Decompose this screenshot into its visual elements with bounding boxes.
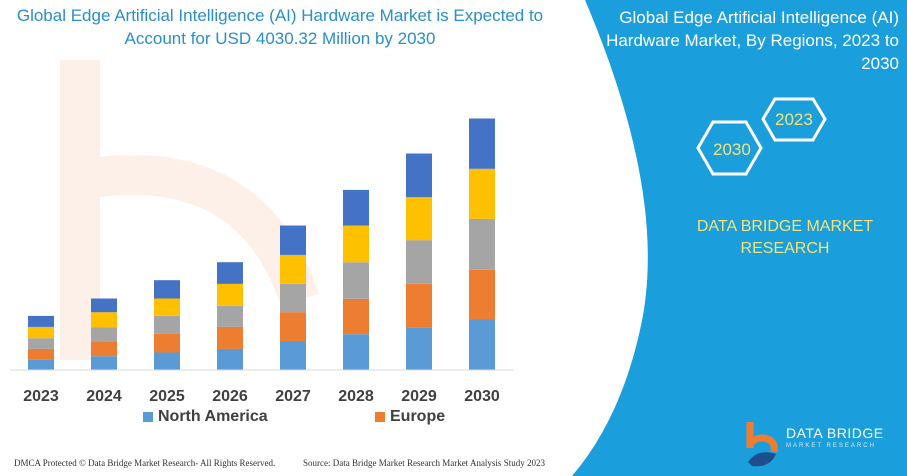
bar-segment-2023-europe [28, 348, 54, 360]
bar-segment-2030-europe [469, 269, 495, 320]
bar-segment-2027-europe [280, 312, 306, 342]
bar-segment-2025-europe [154, 333, 180, 353]
bar-segment-2029-series-3 [406, 240, 432, 284]
bar-segment-2029-europe [406, 283, 432, 328]
hex-label-2023: 2023 [775, 110, 813, 129]
bar-segment-2024-series-5 [91, 298, 117, 313]
x-tick-label: 2027 [275, 388, 311, 405]
bar-segment-2026-europe [217, 326, 243, 349]
hexagon-2030 [696, 120, 763, 176]
bar-segment-2024-north-america [91, 356, 117, 370]
side-panel-title: Global Edge Artificial Intelligence (AI)… [606, 8, 899, 73]
x-tick-label: 2030 [464, 388, 500, 405]
bar-segment-2026-north-america [217, 348, 243, 370]
x-tick-label: 2028 [338, 388, 374, 405]
source-text: Source: Data Bridge Market Research Mark… [303, 458, 545, 468]
bar-segment-2023-series-5 [28, 315, 54, 327]
bar-segment-2026-series-5 [217, 262, 243, 284]
bar-segment-2025-north-america [154, 352, 180, 370]
brand-text: DATA BRIDGE MARKET RESEARCH [696, 218, 874, 257]
bar-segment-2027-series-4 [280, 254, 306, 284]
bar-segment-2024-europe [91, 341, 117, 357]
bar-segment-2030-north-america [469, 319, 495, 370]
legend-label: Europe [390, 408, 446, 425]
bar-segment-2023-series-4 [28, 326, 54, 339]
bar-segment-2024-series-4 [91, 312, 117, 328]
logo-subtext: MARKET RESEARCH [786, 443, 876, 449]
bar-segment-2024-series-3 [91, 327, 117, 342]
bar-segment-2025-series-4 [154, 298, 180, 316]
bar-segment-2029-series-4 [406, 197, 432, 241]
bar-segment-2025-series-5 [154, 280, 180, 299]
bar-segment-2029-north-america [406, 327, 432, 370]
bar-segment-2026-series-4 [217, 283, 243, 306]
bar-segment-2030-series-5 [469, 118, 495, 169]
bar-segment-2025-series-3 [154, 315, 180, 334]
bar-segment-2023-series-3 [28, 338, 54, 349]
bar-segment-2028-europe [343, 298, 369, 335]
x-tick-label: 2024 [86, 388, 122, 405]
side-panel-background [572, 0, 907, 476]
x-tick-label: 2029 [401, 388, 437, 405]
bar-segment-2027-series-3 [280, 283, 306, 313]
x-tick-label: 2025 [149, 388, 185, 405]
chart-title: Global Edge Artificial Intelligence (AI)… [16, 6, 544, 48]
legend-swatch [375, 412, 385, 422]
bar-segment-2028-series-5 [343, 189, 369, 226]
x-tick-label: 2026 [212, 388, 248, 405]
bar-segment-2023-north-america [28, 359, 54, 370]
legend-item-europe: Europe [375, 408, 445, 426]
data-bridge-logo-icon [746, 422, 778, 467]
bar-segment-2026-series-3 [217, 305, 243, 327]
legend-swatch [143, 412, 153, 422]
bar-segment-2029-series-5 [406, 153, 432, 198]
legend-item-north-america: North America [143, 408, 268, 426]
legend-label: North America [158, 408, 268, 425]
hexagon-2023 [761, 97, 827, 142]
hex-label-2030: 2030 [713, 140, 751, 159]
bar-segment-2027-north-america [280, 341, 306, 370]
x-tick-label: 2023 [23, 388, 59, 405]
bar-segment-2028-series-4 [343, 225, 369, 263]
bar-segment-2030-series-4 [469, 168, 495, 219]
bar-segment-2027-series-5 [280, 225, 306, 255]
bar-segment-2028-north-america [343, 334, 369, 370]
logo-text: DATA BRIDGE [786, 425, 884, 441]
copyright-text: DMCA Protected © Data Bridge Market Rese… [14, 458, 276, 468]
bar-segment-2030-series-3 [469, 218, 495, 270]
bar-segment-2028-series-3 [343, 262, 369, 299]
